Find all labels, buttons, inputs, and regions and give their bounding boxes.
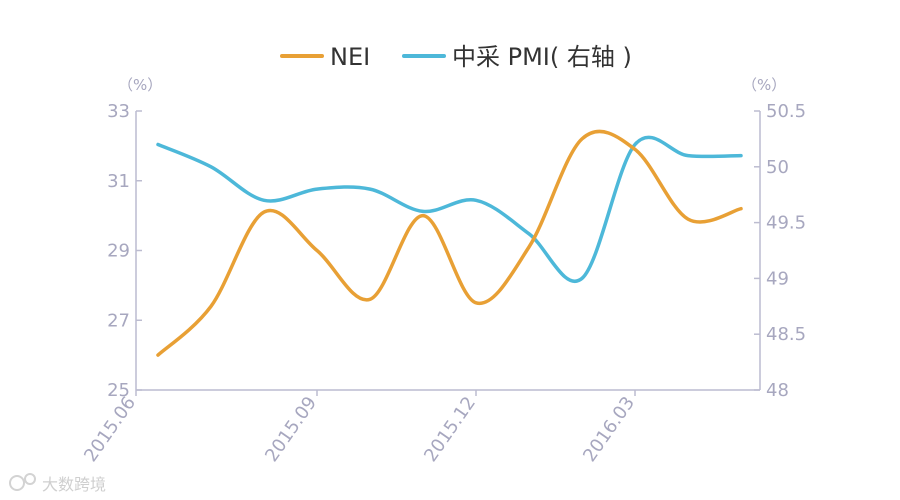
left-tick-label: 25 bbox=[107, 380, 130, 401]
left-tick-label: 31 bbox=[107, 171, 130, 192]
right-tick-label: 50 bbox=[766, 157, 789, 178]
legend: NEI 中采 PMI( 右轴 ) bbox=[280, 43, 632, 71]
x-tick-label: 2015.09 bbox=[261, 393, 321, 466]
watermark: 大数跨境 bbox=[9, 473, 106, 494]
series-line-pmi bbox=[156, 135, 743, 283]
left-tick-label: 33 bbox=[107, 101, 130, 122]
x-tick-label: 2016.03 bbox=[579, 393, 639, 466]
series-line-nei bbox=[156, 129, 743, 357]
watermark-text: 大数跨境 bbox=[42, 475, 106, 494]
left-tick-label: 29 bbox=[107, 241, 130, 262]
x-tick-label: 2015.06 bbox=[80, 393, 140, 466]
left-axis-unit: （%） bbox=[118, 76, 162, 94]
legend-label-pmi: 中采 PMI( 右轴 ) bbox=[452, 43, 632, 71]
legend-label-nei: NEI bbox=[330, 43, 370, 71]
right-tick-label: 48 bbox=[766, 380, 789, 401]
series-layer bbox=[156, 129, 743, 357]
left-tick-label: 27 bbox=[107, 310, 130, 331]
x-tick-label: 2015.12 bbox=[420, 393, 480, 466]
right-tick-label: 49 bbox=[766, 268, 789, 289]
right-axis-unit: （%） bbox=[742, 76, 786, 94]
right-tick-label: 49.5 bbox=[766, 213, 806, 234]
right-tick-label: 48.5 bbox=[766, 324, 806, 345]
right-tick-label: 50.5 bbox=[766, 101, 806, 122]
watermark-logo-icon bbox=[9, 473, 36, 491]
